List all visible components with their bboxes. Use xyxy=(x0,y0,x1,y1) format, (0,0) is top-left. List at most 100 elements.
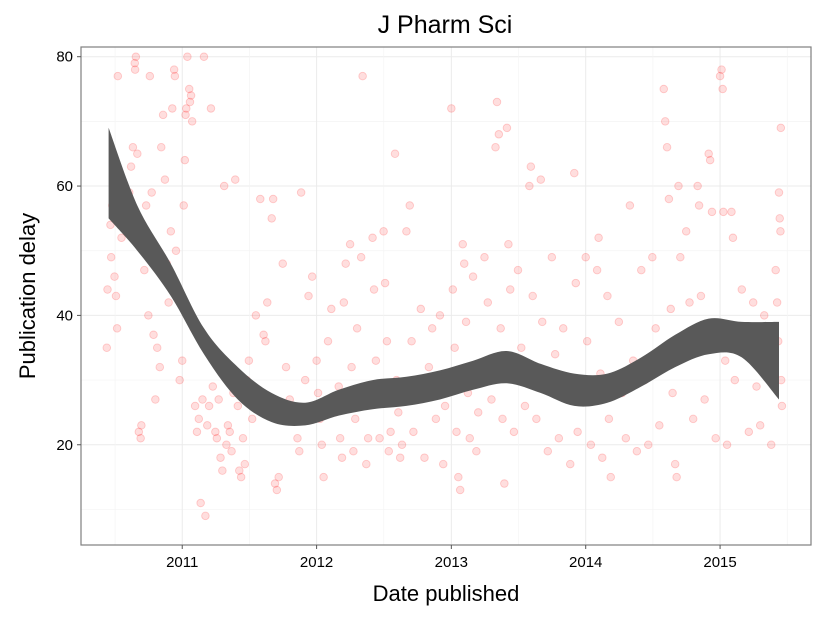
scatter-point xyxy=(201,511,210,521)
scatter-point xyxy=(267,214,276,223)
scatter-point xyxy=(379,227,388,236)
scatter-point xyxy=(358,71,367,81)
scatter-point xyxy=(349,446,358,456)
scatter-point xyxy=(558,324,568,333)
scatter-point xyxy=(295,446,304,456)
scatter-point xyxy=(356,252,366,262)
scatter-point xyxy=(352,324,362,333)
scatter-point xyxy=(468,272,478,281)
scatter-point xyxy=(235,466,244,475)
scatter-point xyxy=(214,395,223,404)
scatter-point xyxy=(604,414,614,424)
scatter-point xyxy=(179,201,188,210)
scatter-point xyxy=(554,434,564,443)
x-axis-title: Date published xyxy=(373,581,520,606)
chart-title: J Pharm Sci xyxy=(378,11,513,39)
scatter-point xyxy=(177,356,187,365)
scatter-point xyxy=(274,472,283,482)
scatter-point xyxy=(110,272,119,281)
scatter-point xyxy=(211,427,220,437)
scatter-point xyxy=(386,427,395,437)
scatter-point xyxy=(222,440,231,450)
smooth-confidence-ribbon xyxy=(108,127,780,426)
smooth-ribbon-layer xyxy=(108,127,780,426)
y-tick-label: 20 xyxy=(56,437,73,454)
scatter-point xyxy=(171,246,181,255)
scatter-point xyxy=(614,317,624,327)
scatter-point xyxy=(775,214,784,223)
scatter-point xyxy=(395,453,405,462)
scatter-point xyxy=(472,446,481,456)
scatter-point xyxy=(637,265,646,275)
y-tick-label: 80 xyxy=(56,49,73,66)
scatter-point xyxy=(317,440,327,450)
scatter-point xyxy=(236,472,246,482)
scatter-point xyxy=(158,110,168,120)
scatter-point xyxy=(238,434,248,443)
x-tick-label: 2013 xyxy=(435,554,468,571)
scatter-point xyxy=(581,252,590,262)
scatter-point xyxy=(270,479,280,488)
scatter-point xyxy=(459,259,469,268)
scatter-point xyxy=(505,285,515,294)
scatter-point xyxy=(450,343,459,352)
scatter-point xyxy=(184,84,194,94)
scatter-point xyxy=(526,162,536,171)
scatter-point xyxy=(337,453,347,462)
scatter-point xyxy=(261,337,270,346)
scatter-point xyxy=(307,272,317,281)
scatter-point xyxy=(431,414,441,424)
scatter-point xyxy=(532,414,541,424)
scatter-point xyxy=(103,285,112,294)
scatter-point xyxy=(133,149,142,158)
scatter-point xyxy=(175,375,184,385)
scatter-point xyxy=(513,265,523,275)
scatter-point xyxy=(203,421,212,430)
y-tick-label: 60 xyxy=(56,178,73,195)
scatter-point xyxy=(491,142,500,152)
scatter-point xyxy=(394,408,403,417)
scatter-point xyxy=(711,434,720,443)
scatter-point xyxy=(402,227,411,236)
scatter-point xyxy=(662,142,672,152)
scatter-point xyxy=(230,175,240,184)
scatter-point xyxy=(130,65,140,74)
scatter-point xyxy=(164,298,173,307)
scatter-point xyxy=(771,265,780,275)
scatter-point xyxy=(137,421,146,430)
scatter-point xyxy=(648,252,657,262)
scatter-point xyxy=(111,291,121,301)
scatter-point xyxy=(199,52,209,61)
scatter-point xyxy=(351,414,360,424)
scatter-point xyxy=(145,71,155,81)
scatter-point xyxy=(427,324,437,333)
scatter-point xyxy=(347,362,356,372)
scatter-point xyxy=(130,58,139,68)
scatter-point xyxy=(664,194,674,204)
scatter-point xyxy=(606,472,615,482)
scatter-point xyxy=(536,175,546,184)
scatter-point xyxy=(776,227,785,236)
scatter-point xyxy=(166,227,176,236)
scatter-point xyxy=(319,472,328,482)
scatter-point xyxy=(655,421,664,430)
scatter-point xyxy=(722,440,732,450)
scatter-point xyxy=(718,84,727,94)
scatter-point xyxy=(140,265,149,275)
scatter-point xyxy=(502,123,512,133)
scatter-point xyxy=(483,298,493,307)
scatter-point xyxy=(369,285,379,294)
scatter-point xyxy=(240,459,250,469)
scatter-point xyxy=(487,395,496,404)
scatter-point xyxy=(409,427,418,437)
scatter-point xyxy=(375,434,384,443)
scatter-point xyxy=(498,414,507,424)
scatter-point xyxy=(278,259,287,268)
scatter-point xyxy=(759,311,769,320)
scatter-point xyxy=(160,175,170,184)
scatter-point xyxy=(300,375,310,385)
scatter-point xyxy=(382,337,392,346)
scatter-point xyxy=(192,427,202,437)
scatter-point xyxy=(504,240,513,249)
scatter-point xyxy=(384,446,394,456)
